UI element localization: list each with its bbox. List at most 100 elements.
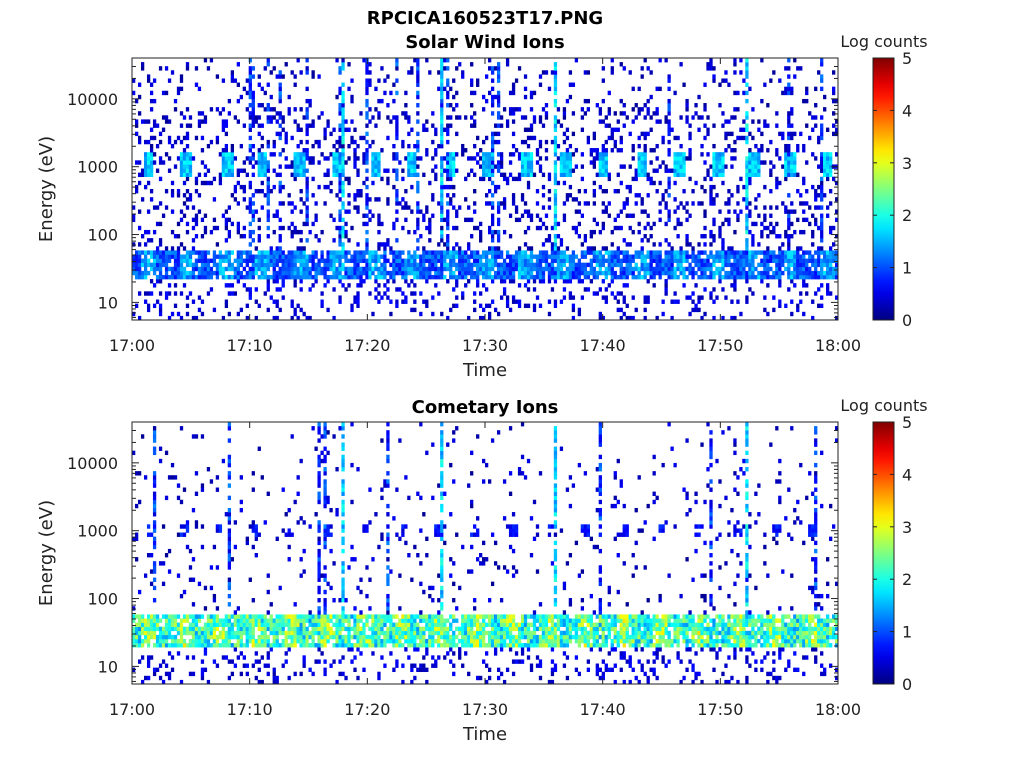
heatmap-cell (562, 262, 567, 268)
heatmap-cell (781, 250, 785, 255)
heatmap-cell (485, 172, 489, 178)
heatmap-cell (296, 143, 300, 149)
heatmap-cell (356, 262, 360, 268)
solar-wind-panel: Solar Wind Ions 17:00 17:10 17:20 17:30 17:4… (36, 32, 928, 381)
heatmap-cell (236, 229, 240, 235)
heatmap-cell (637, 193, 641, 198)
heatmap-cell (191, 225, 196, 231)
heatmap-cell (775, 254, 779, 259)
heatmap-cell (149, 626, 154, 632)
heatmap-cell (766, 246, 770, 251)
heatmap-cell (176, 86, 181, 92)
heatmap-cell (338, 164, 342, 169)
heatmap-cell (691, 250, 695, 255)
heatmap-cell (778, 303, 782, 309)
heatmap-cell (508, 172, 513, 178)
heatmap-cell (266, 262, 270, 268)
heatmap-cell (161, 258, 166, 263)
heatmap-cell (461, 258, 465, 263)
heatmap-cell (538, 250, 543, 255)
heatmap-cell (380, 262, 384, 268)
heatmap-cell (428, 270, 432, 276)
heatmap-cell (428, 274, 432, 280)
heatmap-cell (224, 299, 229, 304)
heatmap-cell (227, 557, 232, 562)
heatmap-cell (146, 307, 151, 313)
heatmap-cell (281, 115, 285, 120)
heatmap-cell (224, 655, 229, 660)
heatmap-cell (814, 193, 818, 198)
heatmap-cell (371, 250, 375, 255)
heatmap-cell (601, 78, 605, 83)
heatmap-cell (245, 270, 249, 276)
heatmap-cell (182, 152, 187, 157)
heatmap-cell (667, 103, 671, 108)
heatmap-cell (544, 156, 549, 161)
heatmap-cell (425, 127, 429, 132)
heatmap-cell (547, 238, 552, 243)
heatmap-cell (652, 242, 656, 247)
heatmap-cell (155, 123, 160, 128)
heatmap-cell (721, 111, 725, 116)
heatmap-cell (278, 201, 282, 206)
heatmap-cell (601, 246, 605, 251)
heatmap-cell (485, 250, 489, 255)
heatmap-cell (745, 62, 749, 67)
heatmap-cell (763, 307, 767, 313)
heatmap-cell (155, 168, 160, 173)
heatmap-cell (455, 262, 459, 268)
heatmap-cell (820, 180, 824, 186)
heatmap-cell (302, 160, 306, 165)
heatmap-cell (239, 234, 243, 239)
heatmap-cell (796, 307, 800, 313)
heatmap-cell (356, 254, 360, 259)
heatmap-cell (203, 172, 208, 178)
heatmap-cell (622, 123, 626, 128)
heatmap-cell (137, 111, 142, 116)
heatmap-cell (152, 614, 157, 619)
heatmap-cell (643, 274, 647, 280)
heatmap-cell (700, 315, 704, 321)
heatmap-cell (446, 217, 450, 223)
heatmap-cell (538, 143, 543, 149)
heatmap-cell (416, 262, 420, 268)
heatmap-cell (733, 283, 737, 288)
heatmap-cell (374, 274, 378, 280)
heatmap-cell (146, 626, 151, 632)
heatmap-cell (347, 193, 351, 198)
heatmap-cell (257, 266, 261, 272)
heatmap-cell (595, 221, 599, 227)
heatmap-cell (455, 254, 459, 259)
heatmap-cell (392, 225, 396, 231)
heatmap-cell (511, 270, 516, 276)
heatmap-cell (332, 156, 336, 161)
heatmap-cell (365, 131, 369, 137)
heatmap-cell (718, 82, 722, 87)
heatmap-cell (215, 618, 220, 623)
heatmap-cell (571, 250, 576, 255)
heatmap-cell (589, 279, 593, 284)
heatmap-cell (511, 86, 516, 92)
heatmap-cell (221, 119, 226, 124)
heatmap-cell (203, 622, 208, 627)
heatmap-cell (532, 307, 537, 313)
heatmap-cell (365, 197, 369, 202)
heatmap-cell (610, 270, 614, 276)
heatmap-cell (547, 279, 552, 284)
heatmap-cell (482, 315, 486, 321)
heatmap-cell (233, 647, 237, 652)
heatmap-cell (140, 614, 145, 619)
heatmap-cell (197, 274, 202, 280)
heatmap-cell (607, 213, 611, 218)
heatmap-cell (132, 262, 136, 268)
heatmap-cell (694, 254, 698, 259)
heatmap-cell (544, 213, 549, 218)
heatmap-cell (523, 270, 528, 276)
heatmap-cell (820, 303, 824, 309)
heatmap-cell (553, 225, 558, 231)
heatmap-cell (155, 258, 160, 263)
heatmap-cell (245, 630, 249, 636)
heatmap-cell (452, 156, 456, 161)
heatmap-cell (269, 258, 273, 263)
heatmap-cell (443, 254, 447, 259)
